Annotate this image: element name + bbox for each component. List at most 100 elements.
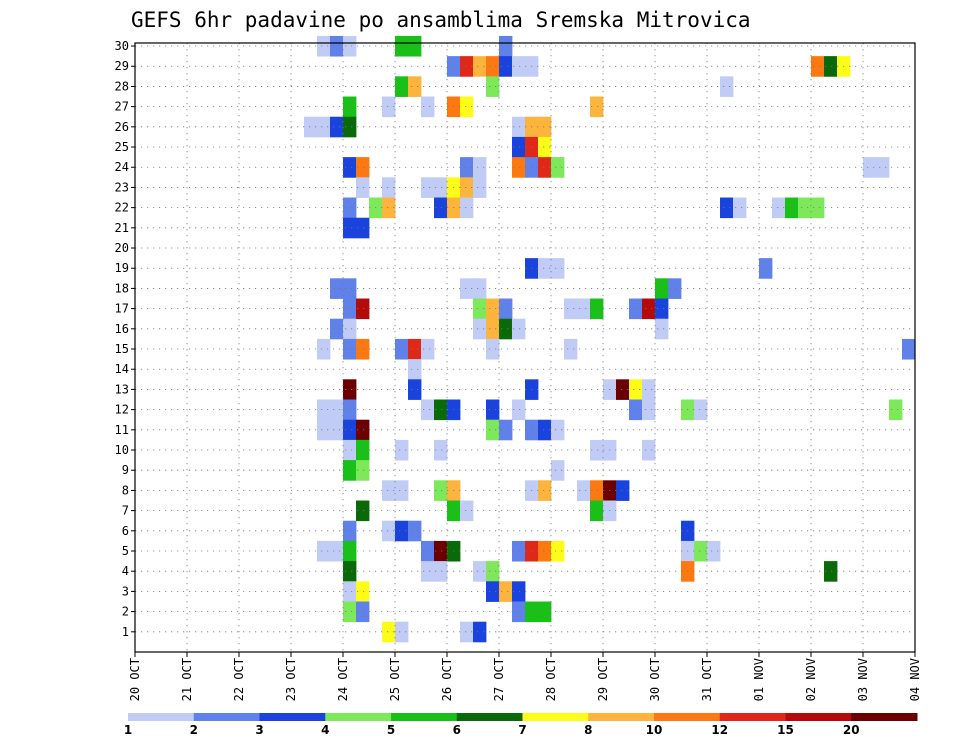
y-tick-label: 5 xyxy=(122,544,129,558)
precip-cell xyxy=(538,116,552,138)
y-tick-label: 8 xyxy=(122,483,129,497)
precip-cell xyxy=(434,540,448,562)
precip-cell xyxy=(356,460,370,481)
precip-cell xyxy=(395,480,409,501)
grid-lines xyxy=(135,43,915,652)
precip-cell xyxy=(356,581,370,602)
y-tick-label: 24 xyxy=(115,160,129,174)
precip-cell xyxy=(356,217,370,239)
legend-label: 6 xyxy=(453,723,461,737)
y-tick-label: 6 xyxy=(122,524,129,538)
y-tick-label: 22 xyxy=(115,201,129,215)
legend-label: 4 xyxy=(321,723,329,737)
precip-cell xyxy=(499,56,513,77)
precip-cell xyxy=(499,318,513,340)
x-tick-label: 27 OCT xyxy=(492,658,506,701)
precip-cell xyxy=(460,96,474,118)
legend-label: 10 xyxy=(646,723,663,737)
legend-label: 15 xyxy=(777,723,794,737)
precip-cell xyxy=(642,399,656,421)
precip-cell xyxy=(486,76,500,97)
legend-swatch xyxy=(259,713,326,721)
precip-cell xyxy=(395,621,409,643)
precip-cell xyxy=(499,298,513,320)
legend-label: 5 xyxy=(387,723,395,737)
precip-cell xyxy=(798,197,812,219)
precip-cell xyxy=(473,621,487,643)
precip-cell xyxy=(551,419,565,441)
precip-cell xyxy=(551,157,565,178)
precip-cell xyxy=(408,76,422,97)
precip-cell xyxy=(395,338,409,360)
y-tick-label: 30 xyxy=(115,39,129,53)
precip-cell xyxy=(512,601,526,623)
precip-cell xyxy=(486,298,500,320)
precip-cell xyxy=(512,399,526,421)
precip-cell xyxy=(343,419,357,441)
y-tick-label: 16 xyxy=(115,322,129,336)
legend-swatch xyxy=(193,713,260,721)
y-tick-label: 23 xyxy=(115,180,129,194)
precip-cell xyxy=(512,540,526,562)
precip-cell xyxy=(343,35,357,57)
precip-cell xyxy=(473,318,487,340)
x-tick-label: 30 OCT xyxy=(648,658,662,701)
precip-cell xyxy=(343,318,357,340)
precip-cell xyxy=(655,278,669,299)
precip-cell xyxy=(538,480,552,501)
precip-cell xyxy=(590,298,604,320)
y-tick-label: 28 xyxy=(115,79,129,93)
precip-cell xyxy=(330,278,344,299)
precip-cell xyxy=(590,439,604,461)
x-tick-label: 22 OCT xyxy=(232,658,246,701)
chart-title: GEFS 6hr padavine po ansamblima Sremska … xyxy=(131,8,751,32)
precip-cell xyxy=(486,561,500,582)
y-tick-label: 29 xyxy=(115,59,129,73)
precip-cell xyxy=(395,439,409,461)
precip-cell xyxy=(460,197,474,219)
legend-label: 8 xyxy=(584,723,592,737)
y-tick-label: 25 xyxy=(115,140,129,154)
legend-swatch xyxy=(456,713,523,721)
precip-cell xyxy=(434,439,448,461)
legend-label: 12 xyxy=(711,723,728,737)
precip-cell xyxy=(317,419,331,441)
legend-label: 2 xyxy=(190,723,198,737)
precip-cell xyxy=(772,197,786,219)
precip-cell xyxy=(655,318,669,340)
precip-cell xyxy=(577,480,591,501)
precip-cell xyxy=(486,338,500,360)
precip-cell xyxy=(499,419,513,441)
precip-cell xyxy=(434,399,448,421)
precip-cell xyxy=(486,56,500,77)
legend-label: 3 xyxy=(255,723,263,737)
precip-cell xyxy=(421,177,435,198)
x-tick-label: 29 OCT xyxy=(596,658,610,701)
x-tick-label: 21 OCT xyxy=(180,658,194,701)
precip-cell xyxy=(395,520,409,542)
precip-cell xyxy=(538,157,552,178)
precip-cell xyxy=(902,338,916,360)
precip-cell xyxy=(460,500,474,522)
precip-cell xyxy=(564,298,578,320)
precip-cell xyxy=(499,581,513,602)
precip-cell xyxy=(382,177,396,198)
precip-cell xyxy=(382,621,396,643)
precip-cell xyxy=(499,35,513,57)
x-tick-label: 31 OCT xyxy=(700,658,714,701)
precip-cell xyxy=(876,157,890,178)
precip-cell xyxy=(356,157,370,178)
precip-cell xyxy=(356,338,370,360)
precip-cell xyxy=(473,278,487,299)
precip-cell xyxy=(343,278,357,299)
legend-swatch xyxy=(785,713,852,721)
x-tick-label: 04 NOV xyxy=(908,658,922,701)
x-tick-label: 03 NOV xyxy=(856,658,870,701)
y-tick-label: 7 xyxy=(122,504,129,518)
precip-cell xyxy=(343,460,357,481)
precip-cell xyxy=(512,581,526,602)
heatmap-cells xyxy=(304,35,916,643)
y-tick-label: 4 xyxy=(122,564,129,578)
precip-cell xyxy=(460,621,474,643)
precip-cell xyxy=(460,278,474,299)
